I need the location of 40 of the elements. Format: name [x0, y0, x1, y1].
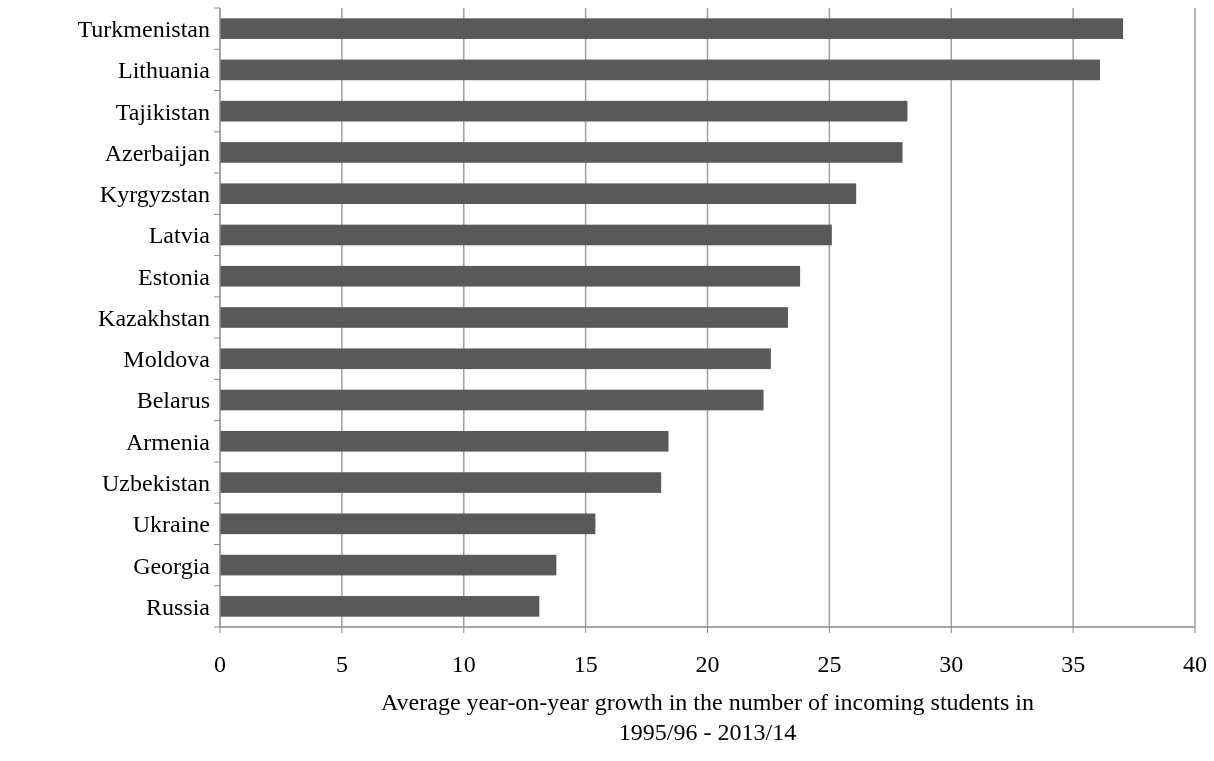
y-tick-label: Belarus [136, 387, 210, 414]
y-tick-label: Russia [145, 593, 211, 620]
y-tick-label: Uzbekistan [102, 469, 210, 496]
bar [220, 554, 557, 576]
bar [220, 224, 832, 246]
bar [220, 265, 801, 287]
bar [220, 513, 596, 535]
bar [220, 472, 662, 493]
bar [220, 18, 1124, 39]
y-tick-label: Latvia [148, 222, 211, 249]
x-tick-label: 25 [817, 651, 842, 677]
x-tick-label: 10 [451, 651, 476, 677]
bar [220, 100, 908, 122]
x-tick-label: 0 [214, 651, 226, 677]
bar [220, 430, 669, 452]
bar [220, 389, 764, 411]
bar [220, 348, 771, 370]
bar [220, 59, 1100, 81]
x-tick-label: 40 [1183, 651, 1207, 677]
y-tick-label: Turkmenistan [77, 16, 210, 43]
y-tick-label: Estonia [138, 263, 211, 290]
bar [220, 596, 540, 617]
y-tick-label: Lithuania [118, 57, 211, 84]
y-tick-label: Armenia [126, 428, 211, 455]
x-tick-label: 5 [335, 651, 348, 677]
x-axis-title: Average year-on-year growth in the number of incoming students in 1995/96 - 2013/14 [381, 689, 1034, 745]
x-tick-label: 20 [695, 651, 720, 677]
y-tick-label: Tajikistan [115, 98, 210, 125]
bar [220, 142, 903, 163]
x-tick-label: 30 [939, 651, 964, 677]
x-tick-label: 15 [573, 651, 598, 677]
y-tick-label: Azerbaijan [104, 139, 210, 166]
y-tick-label: Kazakhstan [98, 304, 210, 331]
y-tick-label: Ukraine [132, 511, 210, 538]
y-tick-label: Georgia [133, 552, 211, 579]
y-tick-label: Moldova [123, 346, 211, 373]
y-tick-label: Kyrgyzstan [99, 181, 210, 208]
bar [220, 307, 788, 328]
bar [220, 183, 857, 205]
x-tick-label: 35 [1061, 651, 1086, 677]
